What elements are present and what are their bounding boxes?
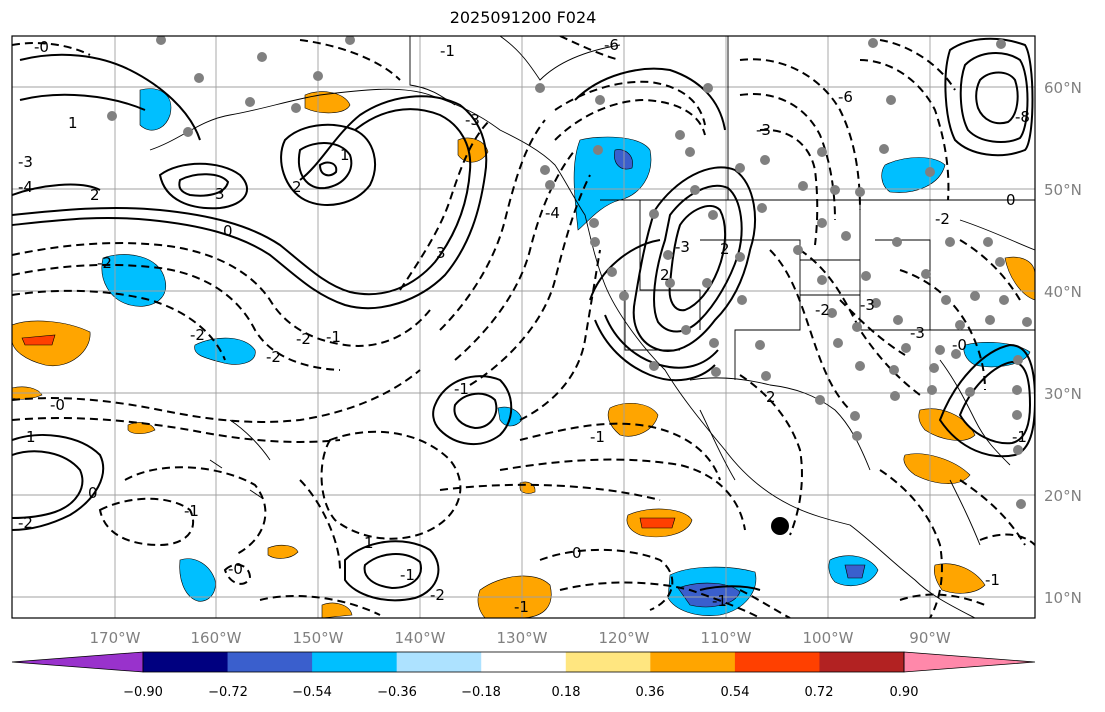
contour-label: 2 xyxy=(720,240,730,258)
contour-label: -0 xyxy=(228,560,243,578)
map-title: 2025091200 F024 xyxy=(449,8,597,27)
contour-label: -0 xyxy=(952,336,967,354)
contour-label: -2 xyxy=(815,301,830,319)
contour-label: -2 xyxy=(430,586,445,604)
colorbar-tick-label: 0.54 xyxy=(721,685,750,700)
lat-tick-label: 10°N xyxy=(1044,589,1082,607)
contour-label: -4 xyxy=(545,204,560,222)
colorbar xyxy=(11,651,1036,673)
contour-label: -1 xyxy=(1012,428,1027,446)
contour-label: -1 xyxy=(400,566,415,584)
contour-label: 0 xyxy=(88,484,98,502)
colorbar-segment xyxy=(650,652,736,672)
contour-label: -3 xyxy=(910,324,925,342)
colorbar-extend-low xyxy=(11,651,144,673)
contour-label: 1 xyxy=(364,534,374,552)
contour-label: -2 xyxy=(97,254,112,272)
contour-label: -2 xyxy=(935,210,950,228)
contour-label: -1 xyxy=(514,598,529,616)
contour-label: -1 xyxy=(184,502,199,520)
contour-label: 2 xyxy=(292,178,302,196)
contour-label: 0 xyxy=(572,544,582,562)
contour-label: -3 xyxy=(675,238,690,256)
colorbar-tick-label: −0.36 xyxy=(377,685,417,700)
contour-label: -2 xyxy=(296,330,311,348)
colorbar-tick-labels: −0.90 −0.72 −0.54 −0.36 −0.18 0.18 0.36 … xyxy=(123,685,918,700)
contour-label: -6 xyxy=(838,88,853,106)
contour-label: -6 xyxy=(604,36,619,54)
contour-label: -1 xyxy=(326,328,341,346)
station-markers xyxy=(107,36,1032,509)
contour-label: 2 xyxy=(766,388,776,406)
shaded-anomaly-areas xyxy=(12,88,1035,618)
colorbar-segment xyxy=(734,652,820,672)
contour-label: -8 xyxy=(1015,108,1030,126)
lon-tick-label: 100°W xyxy=(803,629,854,647)
lat-tick-label: 40°N xyxy=(1044,283,1082,301)
map-frame xyxy=(11,35,1036,619)
contour-label: -2 xyxy=(190,326,205,344)
contour-labels: -0 1 -3 -4 2 3 0 -2 2 -2 -2 -1 -2 -0 1 -… xyxy=(18,36,1030,616)
lat-tick-label: 60°N xyxy=(1044,79,1082,97)
solid-contours xyxy=(12,37,1035,602)
colorbar-extend-high xyxy=(903,651,1036,673)
colorbar-segment xyxy=(143,652,229,672)
dashed-contours xyxy=(12,36,1035,618)
lon-tick-label: 110°W xyxy=(701,629,752,647)
contour-label: -1 xyxy=(985,571,1000,589)
colorbar-tick-label: −0.90 xyxy=(123,685,163,700)
contour-label: 3 xyxy=(436,244,446,262)
lat-tick-label: 30°N xyxy=(1044,385,1082,403)
contour-label: 1 xyxy=(68,114,78,132)
contour-label: -3 xyxy=(18,153,33,171)
contour-label: -3 xyxy=(860,296,875,314)
lat-tick-labels: 60°N 50°N 40°N 30°N 20°N 10°N xyxy=(1044,79,1082,607)
lon-tick-label: 170°W xyxy=(90,629,141,647)
colorbar-tick-label: −0.18 xyxy=(461,685,501,700)
contour-label: -3 xyxy=(756,121,771,139)
contour-label: 1 xyxy=(340,146,350,164)
contour-label: 0 xyxy=(1006,191,1016,209)
colorbar-tick-label: −0.72 xyxy=(208,685,248,700)
lat-lon-gridlines xyxy=(12,36,1035,618)
contour-label: 1 xyxy=(26,428,36,446)
colorbar-segment xyxy=(819,652,905,672)
colorbar-segment xyxy=(565,652,651,672)
colorbar-segment xyxy=(227,652,313,672)
lon-tick-label: 90°W xyxy=(909,629,951,647)
contour-label: -0 xyxy=(50,396,65,414)
colorbar-frame xyxy=(142,651,905,673)
colorbar-tick-label: 0.36 xyxy=(636,685,665,700)
contour-label: -1 xyxy=(590,428,605,446)
colorbar-tick-label: −0.54 xyxy=(292,685,332,700)
contour-label: -1 xyxy=(712,592,727,610)
lon-tick-label: 140°W xyxy=(395,629,446,647)
contour-label: 2 xyxy=(660,266,670,284)
lat-tick-label: 50°N xyxy=(1044,181,1082,199)
lon-tick-labels: 170°W 160°W 150°W 140°W 130°W 120°W 110°… xyxy=(90,629,951,647)
colorbar-tick-label: 0.72 xyxy=(805,685,834,700)
contour-label: -2 xyxy=(266,348,281,366)
lon-tick-label: 160°W xyxy=(191,629,242,647)
lon-tick-label: 150°W xyxy=(293,629,344,647)
contour-label: -4 xyxy=(18,178,33,196)
contour-label: -1 xyxy=(440,42,455,60)
contour-label: 2 xyxy=(90,186,100,204)
contour-label: 0 xyxy=(223,222,233,240)
typhoon-marker xyxy=(771,517,789,535)
colorbar-segment xyxy=(481,652,567,672)
contour-label: -1 xyxy=(454,380,469,398)
contour-label: 3 xyxy=(215,185,225,203)
contour-label: -0 xyxy=(34,38,49,56)
lon-tick-label: 120°W xyxy=(599,629,650,647)
contour-label: -3 xyxy=(465,111,480,129)
colorbar-segment xyxy=(312,652,398,672)
contour-label: -2 xyxy=(18,514,33,532)
colorbar-segment xyxy=(396,652,482,672)
colorbar-tick-label: 0.18 xyxy=(552,685,581,700)
lat-tick-label: 20°N xyxy=(1044,487,1082,505)
lon-tick-label: 130°W xyxy=(497,629,548,647)
colorbar-tick-label: 0.90 xyxy=(890,685,919,700)
